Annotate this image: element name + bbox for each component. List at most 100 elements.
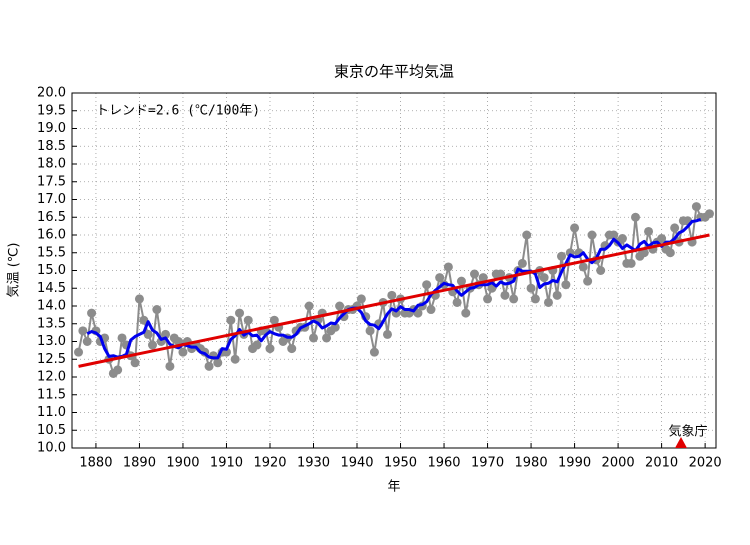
data-point	[139, 315, 149, 325]
data-point	[691, 202, 701, 212]
y-tick-label: 11.0	[37, 405, 66, 420]
x-axis-label: 年	[387, 480, 400, 495]
data-point	[178, 347, 188, 357]
data-point	[165, 361, 175, 371]
data-point	[570, 223, 580, 233]
y-tick-label: 19.5	[37, 103, 66, 118]
y-tick-label: 17.5	[37, 174, 66, 189]
source-label: 気象庁	[668, 424, 707, 440]
x-tick-label: 1920	[253, 456, 286, 471]
data-point	[130, 358, 140, 368]
data-point	[578, 262, 588, 272]
x-tick-label: 1910	[210, 456, 243, 471]
data-point	[470, 269, 479, 279]
data-point	[539, 273, 549, 283]
data-point	[78, 326, 88, 336]
y-tick-label: 13.0	[37, 334, 66, 349]
data-point	[413, 308, 423, 318]
data-point	[665, 248, 675, 258]
y-tick-label: 17.0	[37, 192, 66, 207]
data-point	[496, 269, 506, 279]
running-mean-line	[86, 217, 702, 360]
data-point	[356, 294, 366, 304]
data-point	[148, 340, 157, 350]
data-point	[265, 344, 275, 354]
data-point	[230, 354, 240, 364]
source-logo	[675, 437, 687, 448]
data-point	[87, 308, 97, 318]
data-point	[422, 280, 432, 290]
data-point	[530, 294, 540, 304]
y-tick-label: 20.0	[37, 86, 66, 101]
data-point	[204, 361, 214, 371]
data-point	[117, 333, 127, 343]
y-tick-label: 14.0	[37, 299, 66, 314]
data-point	[335, 301, 345, 311]
y-tick-label: 12.5	[37, 352, 66, 367]
data-point	[478, 273, 488, 283]
y-tick-label: 12.0	[37, 370, 66, 385]
data-point	[456, 276, 466, 286]
data-point	[522, 230, 532, 240]
data-point	[143, 329, 153, 339]
data-point	[387, 290, 397, 300]
data-point	[609, 230, 619, 240]
y-tick-label: 15.5	[37, 245, 66, 260]
y-tick-label: 18.5	[37, 139, 66, 154]
data-point	[483, 294, 493, 304]
data-point	[113, 365, 123, 375]
data-point	[82, 337, 92, 346]
trend-line	[78, 233, 710, 368]
data-point	[596, 266, 606, 275]
data-point	[704, 209, 714, 219]
data-point	[543, 297, 553, 307]
data-point	[500, 290, 510, 300]
data-point	[670, 223, 680, 233]
data-point	[252, 340, 262, 350]
data-point	[369, 347, 379, 357]
data-point	[435, 273, 445, 283]
data-point	[134, 294, 144, 304]
y-axis-label: 気温 (℃)	[6, 243, 22, 298]
data-point	[509, 294, 519, 304]
x-tick-label: 1900	[166, 456, 199, 471]
data-point	[382, 329, 392, 339]
data-point	[309, 333, 318, 343]
x-tick-label: 1950	[384, 456, 417, 471]
data-point	[213, 358, 223, 368]
data-point	[365, 326, 375, 336]
x-tick-label: 1990	[558, 456, 591, 471]
data-point	[152, 305, 162, 315]
x-tick-label: 2010	[645, 456, 678, 471]
data-point	[631, 212, 640, 222]
data-point	[517, 258, 527, 268]
y-tick-label: 10.5	[37, 423, 66, 438]
data-point	[287, 344, 297, 354]
data-point	[304, 301, 314, 311]
y-tick-label: 19.0	[37, 121, 66, 136]
data-point	[552, 290, 562, 300]
chart-title: 東京の年平均気温	[334, 63, 454, 81]
plot-frame	[71, 92, 717, 449]
data-point	[561, 280, 571, 290]
data-point	[461, 308, 471, 318]
y-tick-label: 13.5	[37, 316, 66, 331]
x-tick-label: 2000	[602, 456, 635, 471]
y-tick-label: 16.0	[37, 228, 66, 243]
x-tick-label: 1970	[471, 456, 504, 471]
x-tick-label: 1980	[515, 456, 548, 471]
x-tick-label: 1940	[340, 456, 373, 471]
data-point	[526, 283, 536, 293]
y-tick-label: 11.5	[37, 387, 66, 402]
data-point	[557, 251, 567, 261]
x-tick-label: 1960	[427, 456, 460, 471]
data-point	[617, 234, 627, 244]
data-point	[322, 333, 332, 343]
data-point	[626, 258, 636, 268]
data-point	[269, 315, 279, 325]
x-tick-label: 1890	[123, 456, 156, 471]
y-tick-label: 14.5	[37, 281, 66, 296]
data-point	[330, 322, 340, 332]
data-point	[235, 308, 245, 318]
